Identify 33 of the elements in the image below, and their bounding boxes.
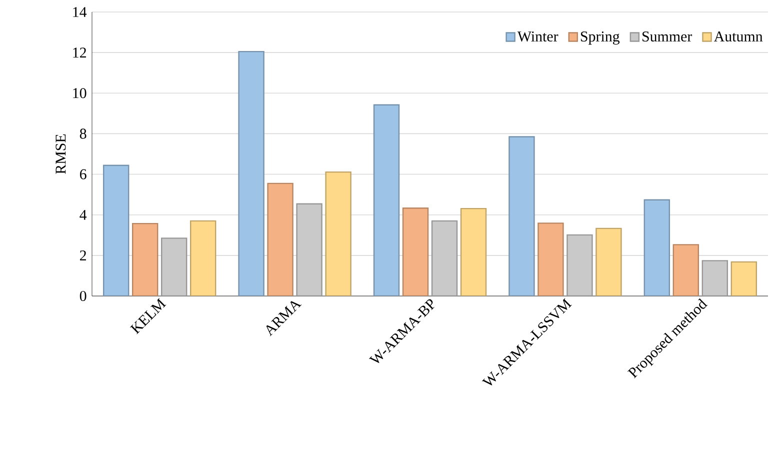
bar xyxy=(296,203,322,296)
legend-label: Winter xyxy=(517,31,558,42)
bar xyxy=(238,50,264,296)
bar xyxy=(460,208,487,296)
bar xyxy=(538,222,564,296)
bar xyxy=(402,208,429,296)
bar xyxy=(161,238,188,296)
y-tick-label: 2 xyxy=(80,250,86,260)
bar xyxy=(566,234,593,296)
legend-label: Summer xyxy=(642,31,692,42)
bar xyxy=(267,182,294,296)
bar xyxy=(132,222,158,296)
legend-label: Spring xyxy=(580,31,620,45)
y-tick-label: 6 xyxy=(80,169,86,180)
bar xyxy=(644,199,670,296)
legend-label: Autumn xyxy=(714,32,763,42)
y-tick-label: 0 xyxy=(80,290,86,302)
y-tick-label: 12 xyxy=(73,48,86,58)
bar xyxy=(431,220,458,296)
bar xyxy=(596,228,622,296)
y-tick-label: 14 xyxy=(73,7,87,17)
bar xyxy=(103,164,130,296)
bar xyxy=(325,171,352,296)
y-tick-label: 10 xyxy=(73,88,86,98)
bar xyxy=(702,260,728,296)
y-tick-label: 8 xyxy=(80,128,86,139)
bar xyxy=(373,104,400,296)
bar xyxy=(508,136,535,296)
y-tick-label: 4 xyxy=(80,210,87,220)
bar xyxy=(730,261,757,296)
y-axis-title: RMSE xyxy=(56,134,66,174)
bar xyxy=(190,220,216,296)
bar xyxy=(672,244,699,296)
